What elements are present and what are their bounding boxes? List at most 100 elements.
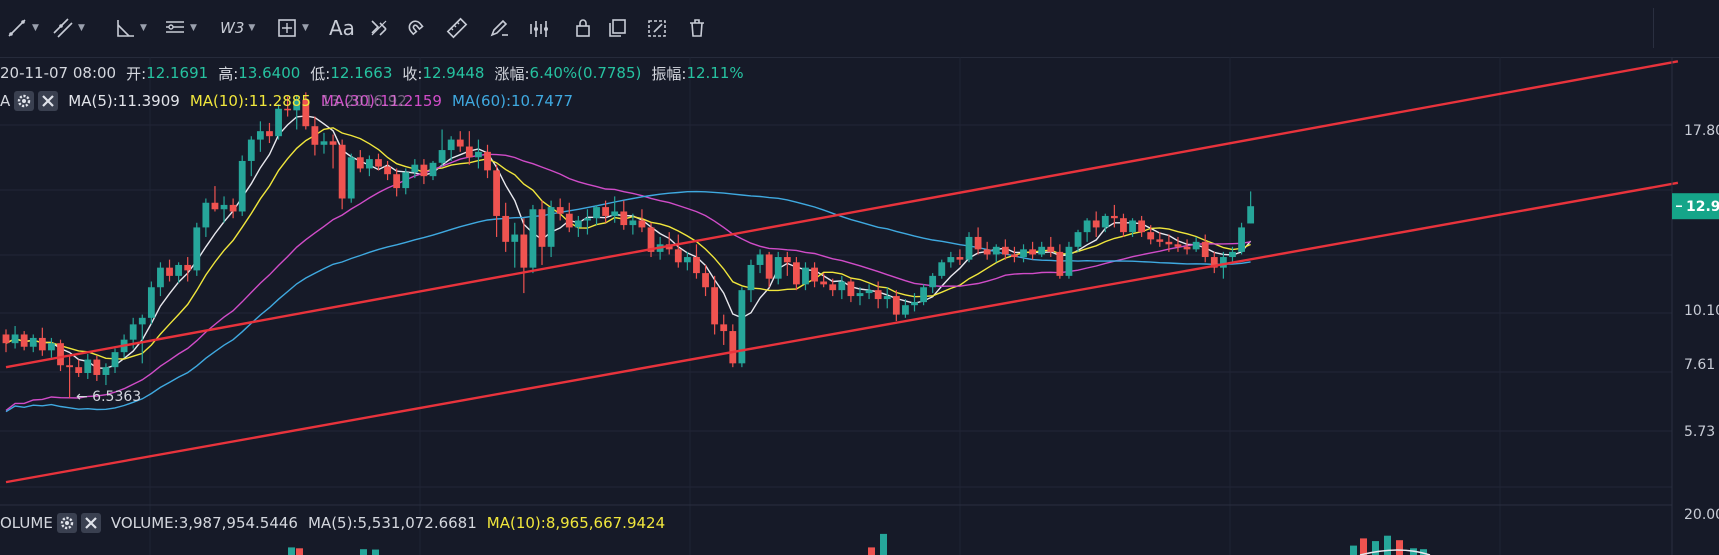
text-tool-button[interactable]: Aa — [329, 16, 355, 40]
candle-body — [847, 281, 855, 297]
candle — [792, 257, 800, 291]
candle — [238, 155, 246, 216]
amplitude-label: 振幅: — [651, 64, 687, 83]
trash-icon — [686, 17, 708, 39]
wave-tool-label: W3 — [220, 19, 245, 37]
chevron-down-icon: ▼ — [190, 23, 197, 33]
ma60-value: MA(60):10.7477 — [451, 92, 574, 110]
ma-line-60 — [5, 190, 1251, 413]
parallel-channel-tool-button[interactable]: ▼ — [52, 16, 85, 40]
show-hide-tool-button[interactable] — [528, 16, 550, 40]
candle-body — [529, 209, 537, 268]
close-icon[interactable] — [80, 513, 101, 533]
candle-body — [820, 281, 828, 285]
candle-body — [356, 157, 364, 169]
candle — [311, 116, 319, 156]
candle — [711, 275, 719, 335]
layers-tool-button[interactable] — [606, 16, 628, 40]
drawing-toolbar: ▼ ▼ ▼ ▼ W3 ▼ ▼ Aa — [0, 0, 1719, 58]
change-value: 6.40%(0.7785) — [529, 64, 642, 82]
candle-body — [402, 172, 410, 189]
gear-icon[interactable] — [56, 513, 77, 533]
candle-body — [275, 108, 282, 137]
candle — [502, 202, 510, 252]
candle — [620, 200, 628, 230]
candle-body — [802, 267, 809, 285]
wave-tool-button[interactable]: W3 ▼ — [220, 16, 255, 40]
candle — [2, 329, 10, 353]
candle-body — [338, 144, 346, 199]
ohlc-legend: 20-11-07 08:00 开: 12.1691 高: 13.6400 低: 12.… — [0, 57, 744, 89]
price-axis: 17.80 10.10 7.61 5.73 20.00 12.94 — [1671, 57, 1719, 555]
ruler-icon — [446, 17, 468, 39]
candle — [538, 200, 546, 265]
ma30-overlay-text: 13.2016.92 — [320, 92, 407, 110]
line-tool-button[interactable]: ▼ — [6, 16, 39, 40]
candle-body — [1174, 244, 1182, 247]
gear-icon[interactable] — [14, 91, 35, 111]
candle-body — [774, 257, 782, 279]
candle — [638, 209, 646, 233]
candle — [1056, 244, 1064, 279]
candle — [729, 324, 737, 368]
candle-body — [157, 267, 164, 288]
candle — [1110, 204, 1118, 228]
triangle-ruler-tool-button[interactable]: ▼ — [114, 16, 147, 40]
candle-body — [711, 287, 719, 325]
candle-body — [992, 246, 1000, 255]
candle-body — [220, 204, 228, 210]
volume-legend: OLUME VOLUME:3,987,954.5446 MA(5):5,531,… — [0, 510, 665, 536]
ma30-label: MA(30):11.2159 — [320, 92, 442, 110]
candle — [547, 200, 555, 258]
brush-tool-button[interactable] — [488, 16, 510, 40]
price-chart[interactable]: 17.80 10.10 7.61 5.73 20.00 12.94 — [0, 57, 1719, 555]
candle — [1092, 211, 1100, 237]
pattern-tool-button[interactable] — [368, 16, 390, 40]
show-hide-icon — [528, 17, 550, 39]
candle-body — [629, 220, 637, 226]
candle — [1011, 246, 1018, 263]
volume-legend-prefix: OLUME — [0, 514, 53, 532]
fib-retracement-tool-button[interactable]: ▼ — [164, 16, 197, 40]
candle-body — [911, 302, 918, 306]
candle — [420, 159, 428, 185]
candle-body — [202, 202, 210, 228]
candle — [992, 244, 1000, 263]
ma-line-30 — [5, 153, 1251, 411]
candle — [774, 251, 782, 285]
measure-box-tool-button[interactable]: ▼ — [276, 16, 309, 40]
candle — [529, 204, 537, 274]
candle-body — [229, 204, 237, 212]
chevron-down-icon: ▼ — [140, 23, 147, 33]
settings-tool-button[interactable] — [646, 16, 668, 40]
candle — [965, 232, 973, 263]
trash-tool-button[interactable] — [686, 16, 708, 40]
candle-body — [184, 264, 192, 271]
candle — [102, 363, 110, 386]
candle-body — [329, 141, 337, 145]
candle — [683, 251, 691, 271]
candle-body — [611, 211, 619, 216]
ruler-tool-button[interactable] — [446, 16, 468, 40]
magnet-tool-button[interactable] — [405, 16, 427, 40]
ma-legend: A MA(5):11.3909 MA(10):11.2885 MA(30):11… — [0, 88, 573, 114]
close-icon[interactable] — [38, 91, 59, 111]
ma10-value: MA(10):11.2885 — [189, 92, 311, 110]
candle — [166, 259, 173, 282]
candle — [438, 129, 446, 167]
candle — [375, 153, 382, 171]
candle — [484, 144, 491, 179]
candle-body — [792, 262, 800, 285]
candle-body — [1011, 254, 1018, 258]
candle-body — [865, 290, 873, 294]
candle-body — [1165, 241, 1173, 245]
candle — [247, 136, 255, 177]
lock-tool-button[interactable] — [572, 16, 594, 40]
high-value: 13.6400 — [238, 64, 301, 82]
candle-body — [1092, 220, 1100, 228]
volume-bar — [1384, 535, 1391, 555]
candle-body — [484, 151, 491, 171]
candle-body — [111, 352, 119, 368]
brush-icon — [488, 17, 510, 39]
ma-line-5 — [5, 115, 1252, 370]
